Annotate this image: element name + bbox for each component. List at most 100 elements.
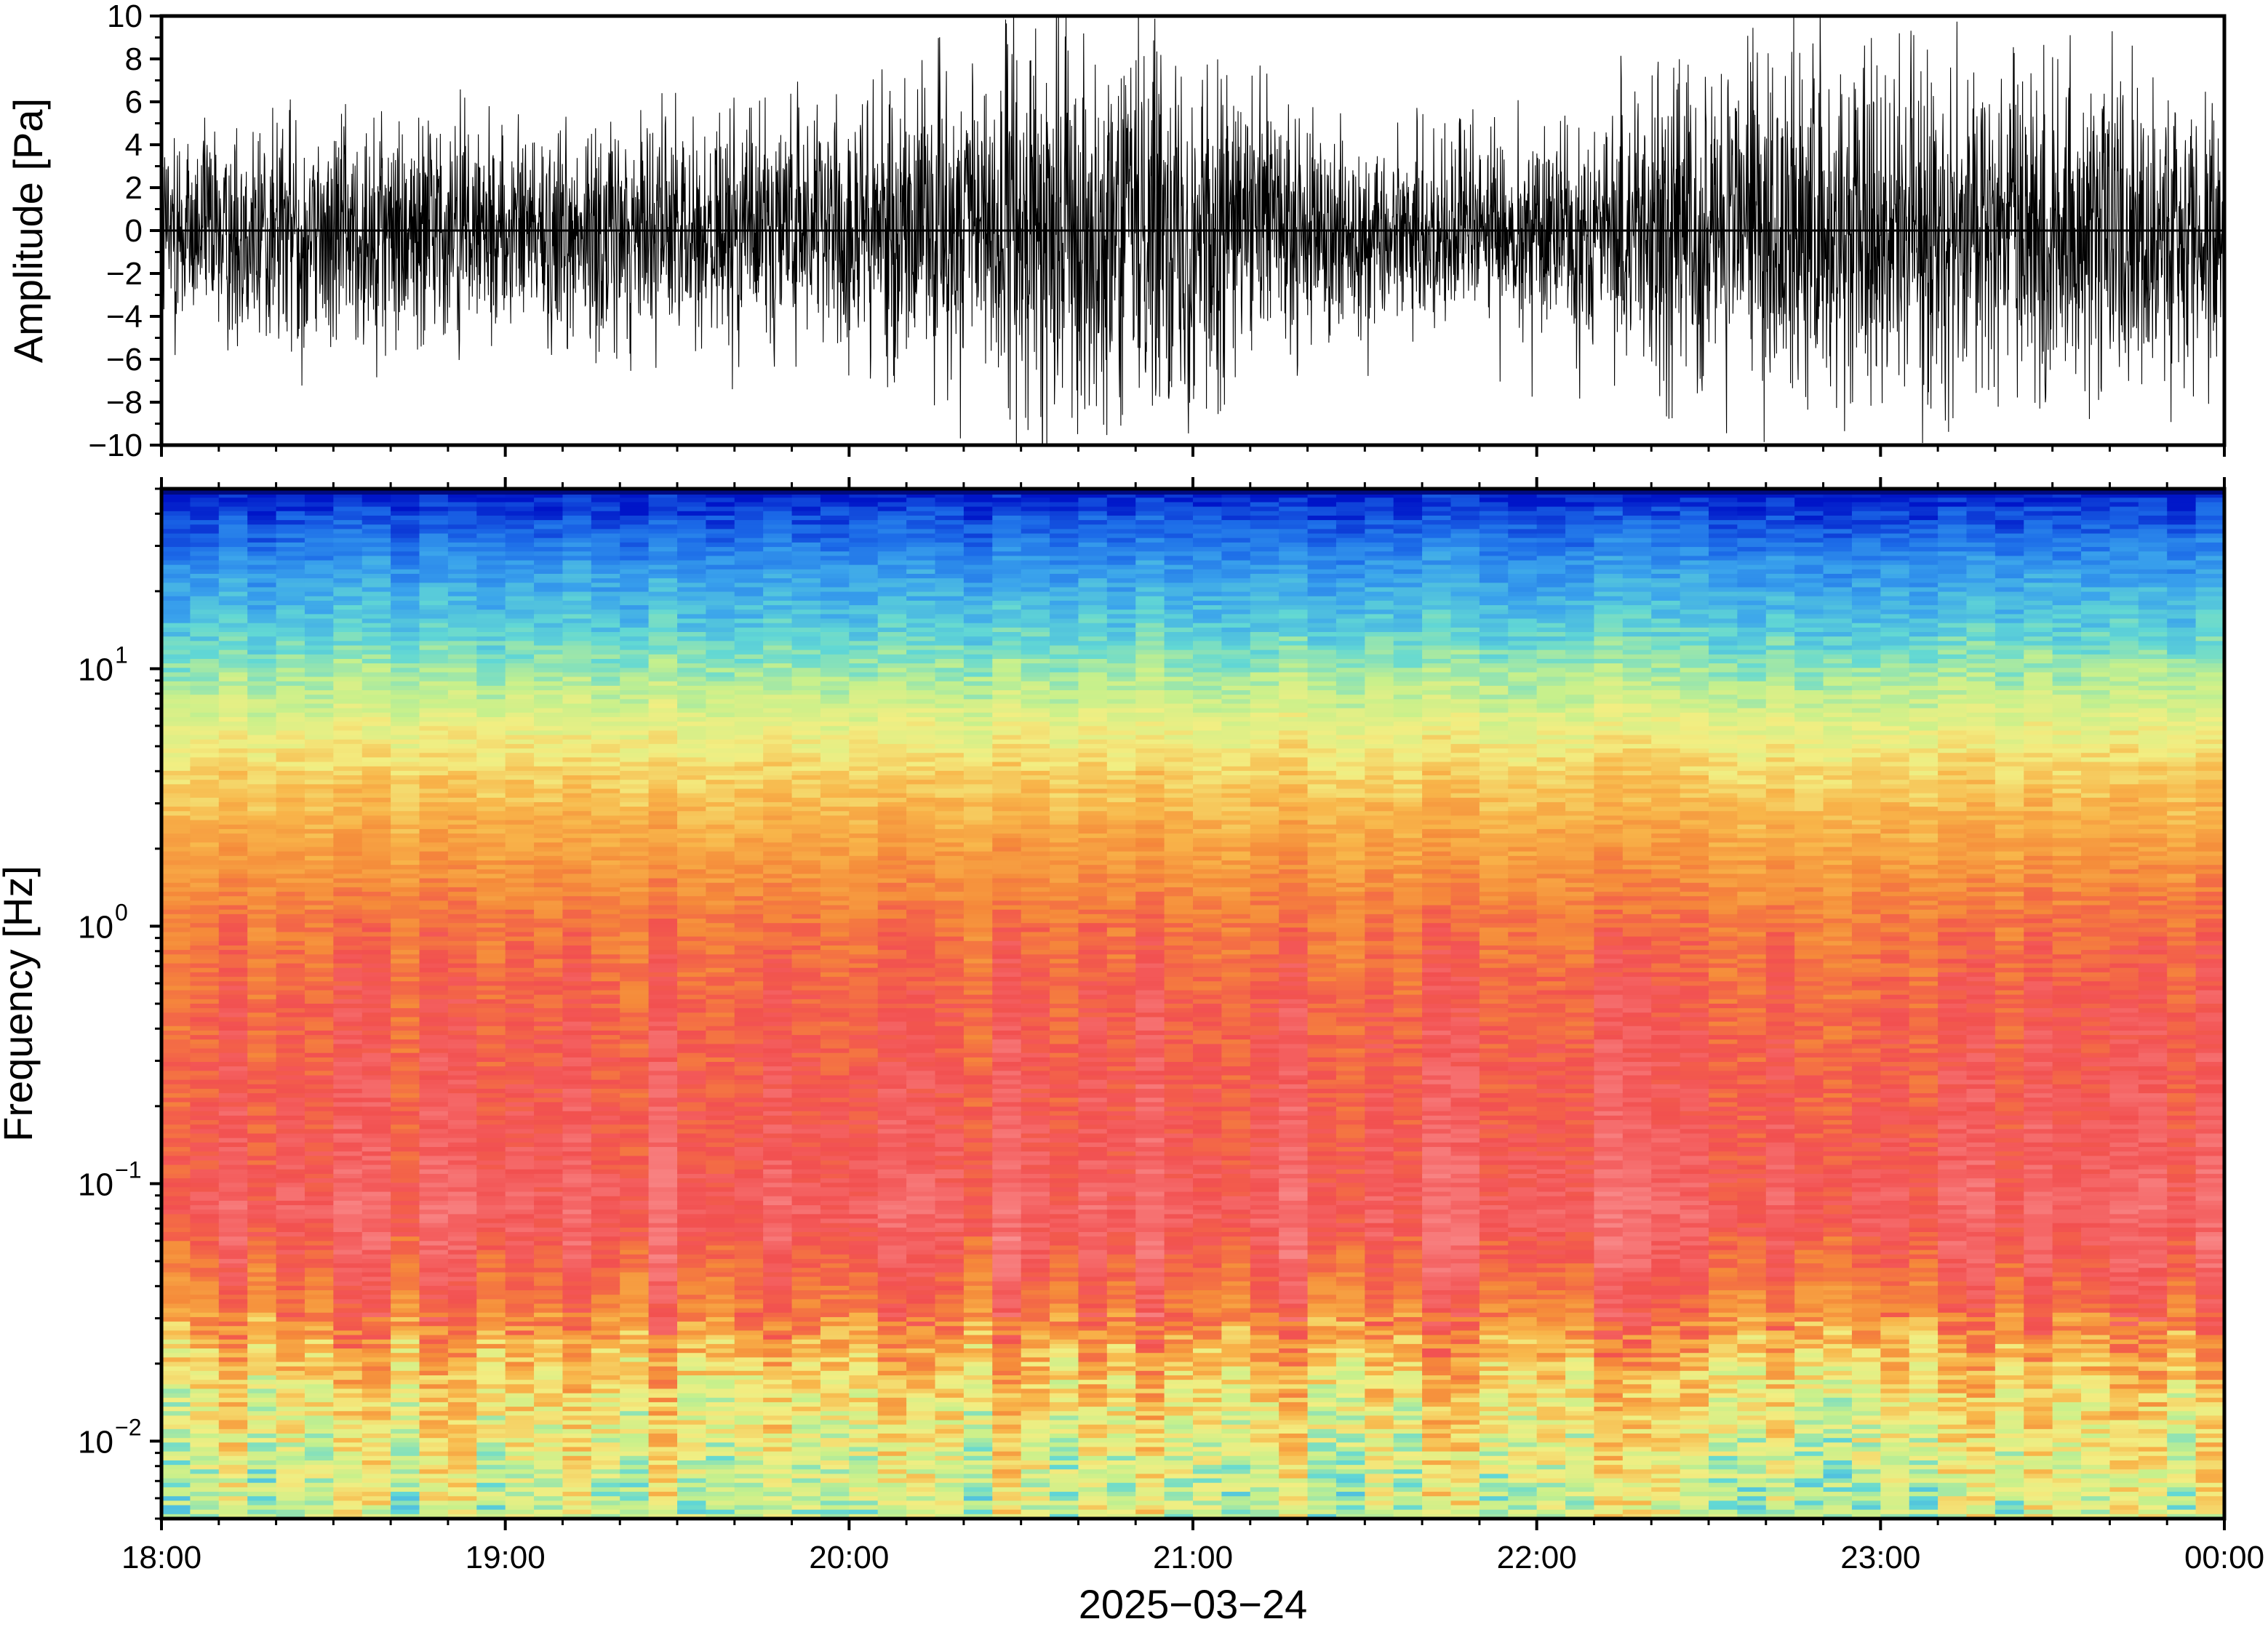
spectrogram-cell bbox=[190, 767, 219, 772]
spectrogram-cell bbox=[190, 1496, 219, 1501]
spectrogram-cell bbox=[276, 788, 306, 793]
spectrogram-cell bbox=[219, 1044, 248, 1049]
spectrogram-cell bbox=[763, 677, 792, 682]
spectrogram-cell bbox=[649, 1151, 678, 1156]
spectrogram-cell bbox=[161, 1120, 191, 1125]
spectrogram-cell bbox=[362, 730, 391, 735]
spectrogram-cell bbox=[649, 1492, 678, 1497]
spectrogram-cell bbox=[476, 556, 506, 561]
spectrogram-cell bbox=[476, 937, 506, 942]
spectrogram-cell bbox=[333, 959, 362, 964]
spectrogram-cell bbox=[276, 690, 306, 695]
spectrogram-cell bbox=[190, 1071, 219, 1076]
spectrogram-cell bbox=[362, 1178, 391, 1183]
spectrogram-cell bbox=[735, 690, 764, 695]
spectrogram-cell bbox=[305, 815, 334, 820]
spectrogram-cell bbox=[276, 820, 306, 826]
spectrogram-cell bbox=[534, 1371, 563, 1376]
spectrogram-cell bbox=[219, 672, 248, 677]
spectrogram-cell bbox=[219, 771, 248, 776]
spectrogram-cell bbox=[735, 1367, 764, 1372]
spectrogram-cell bbox=[362, 1107, 391, 1112]
spectrogram-cell bbox=[219, 1348, 248, 1354]
spectrogram-cell bbox=[305, 605, 334, 610]
spectrogram-cell bbox=[391, 964, 420, 969]
spectrogram-cell bbox=[562, 1429, 591, 1434]
spectrogram-cell bbox=[391, 1402, 420, 1407]
spectrogram-cell bbox=[562, 1111, 591, 1116]
spectrogram-cell bbox=[161, 1035, 191, 1040]
spectrogram-cell bbox=[391, 981, 420, 986]
spectrogram-cell bbox=[476, 1362, 506, 1367]
spectrogram-cell bbox=[735, 721, 764, 727]
spectrogram-cell bbox=[476, 1232, 506, 1237]
spectrogram-cell bbox=[562, 717, 591, 722]
spectrogram-cell bbox=[706, 1062, 735, 1067]
spectrogram-cell bbox=[247, 704, 276, 709]
spectrogram-cell bbox=[247, 1138, 276, 1143]
spectrogram-cell bbox=[305, 1022, 334, 1027]
spectrogram-cell bbox=[305, 771, 334, 776]
spectrogram-cell bbox=[534, 1080, 563, 1085]
spectrogram-cell bbox=[591, 1492, 620, 1497]
spectrogram-cell bbox=[677, 1192, 706, 1197]
spectrogram-cell bbox=[333, 1116, 362, 1121]
spectrogram-cell bbox=[247, 1290, 276, 1295]
spectrogram-cell bbox=[247, 1143, 276, 1148]
spectrogram-cell bbox=[620, 757, 649, 762]
spectrogram-cell bbox=[620, 569, 649, 575]
spectrogram-cell bbox=[706, 900, 735, 906]
spectrogram-cell bbox=[276, 1465, 306, 1470]
spectrogram-cell bbox=[362, 896, 391, 901]
spectrogram-cell bbox=[362, 1290, 391, 1295]
spectrogram-cell bbox=[333, 524, 362, 529]
spectrogram-cell bbox=[448, 543, 477, 548]
spectrogram-cell bbox=[219, 852, 248, 857]
spectrogram-cell bbox=[161, 1469, 191, 1474]
spectrogram-cell bbox=[247, 744, 276, 749]
spectrogram-cell bbox=[649, 923, 678, 928]
spectrogram-cell bbox=[620, 1407, 649, 1412]
spectrogram-cell bbox=[333, 1263, 362, 1268]
spectrogram-cell bbox=[247, 1107, 276, 1112]
spectrogram-cell bbox=[735, 695, 764, 700]
spectrogram-cell bbox=[391, 753, 420, 758]
spectrogram-cell bbox=[448, 1322, 477, 1327]
spectrogram-cell bbox=[591, 1469, 620, 1474]
spectrogram-cell bbox=[362, 834, 391, 839]
spectrogram-cell bbox=[448, 1080, 477, 1085]
spectrogram-cell bbox=[448, 511, 477, 516]
spectrogram-cell bbox=[649, 1335, 678, 1340]
spectrogram-cell bbox=[620, 941, 649, 946]
spectrogram-cell bbox=[247, 1434, 276, 1439]
spectrogram-cell bbox=[190, 1420, 219, 1426]
spectrogram-cell bbox=[706, 1022, 735, 1027]
spectrogram-cell bbox=[247, 556, 276, 561]
spectrogram-cell bbox=[362, 1308, 391, 1314]
spectrogram-cell bbox=[391, 847, 420, 852]
spectrogram-cell bbox=[620, 516, 649, 521]
spectrogram-cell bbox=[161, 1255, 191, 1260]
spectrogram-cell bbox=[219, 1415, 248, 1420]
spectrogram-cell bbox=[677, 829, 706, 834]
spectrogram-cell bbox=[591, 815, 620, 820]
spectrogram-cell bbox=[534, 1362, 563, 1367]
spectrogram-cell bbox=[362, 547, 391, 552]
spectrogram-cell bbox=[591, 1236, 620, 1242]
spectrogram-cell bbox=[763, 865, 792, 870]
spectrogram-cell bbox=[677, 1357, 706, 1362]
spectrogram-cell bbox=[476, 1394, 506, 1399]
spectrogram-cell bbox=[333, 735, 362, 740]
spectrogram-cell bbox=[420, 1456, 449, 1461]
spectrogram-cell bbox=[333, 820, 362, 826]
spectrogram-cell bbox=[763, 771, 792, 776]
spectrogram-cell bbox=[534, 645, 563, 650]
spectrogram-cell bbox=[420, 547, 449, 552]
spectrogram-cell bbox=[706, 811, 735, 816]
spectrogram-cell bbox=[534, 767, 563, 772]
spectrogram-cell bbox=[649, 547, 678, 552]
spectrogram-cell bbox=[649, 1205, 678, 1210]
spectrogram-cell bbox=[706, 497, 735, 503]
spectrogram-cell bbox=[476, 1263, 506, 1268]
spectrogram-cell bbox=[476, 1178, 506, 1183]
